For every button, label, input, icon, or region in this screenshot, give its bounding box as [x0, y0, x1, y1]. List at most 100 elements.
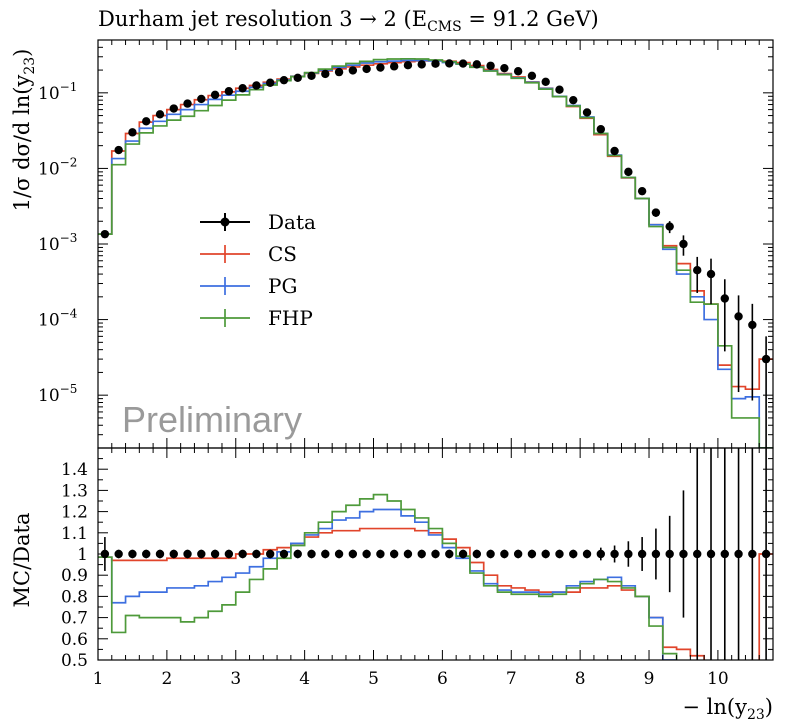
- x-tick-label: 10: [707, 669, 729, 689]
- data-point: [238, 84, 247, 93]
- data-point: [224, 87, 234, 96]
- upper-y-axis: 10−510−410−310−210−1: [38, 39, 773, 449]
- data-point: [679, 239, 688, 249]
- data-point: [197, 94, 206, 104]
- upper-y-axis-label-sub: 23: [22, 57, 38, 75]
- x-tick-label: 9: [644, 669, 655, 689]
- ratio-point: [582, 549, 592, 559]
- x-axis-label-sub: 23: [747, 707, 765, 722]
- y-tick-label-exp: −2: [60, 155, 78, 169]
- data-point: [693, 266, 702, 275]
- ratio-point: [527, 549, 537, 559]
- upper-y-axis-label-tail: ): [10, 49, 34, 57]
- watermark: Preliminary: [122, 399, 302, 440]
- ratio-point: [706, 549, 716, 559]
- data-point: [596, 125, 606, 134]
- data-point: [569, 95, 578, 105]
- chart-title-sub: CMS: [427, 19, 462, 35]
- ratio-point: [541, 549, 550, 559]
- lower-y-axis-label: MC/Data: [10, 513, 34, 608]
- ratio-point: [362, 549, 371, 559]
- y-tick-label-exp: −4: [60, 307, 78, 321]
- x-tick-label: 3: [230, 669, 241, 689]
- ratio-point: [224, 549, 234, 559]
- x-tick-label: 4: [299, 669, 310, 689]
- ratio-point: [513, 549, 523, 559]
- data-point: [610, 146, 619, 156]
- y-tick-label: 10−3: [38, 231, 77, 255]
- data-point: [169, 104, 178, 113]
- ratio-point: [720, 549, 729, 559]
- ratio-point: [665, 549, 674, 559]
- ratio-point: [610, 549, 619, 559]
- ratio-point: [679, 549, 688, 559]
- data-point: [541, 77, 550, 86]
- y-tick-label: 10−4: [38, 307, 78, 331]
- data-point: [142, 117, 151, 126]
- y-tick-label: 10−1: [38, 80, 77, 104]
- y-tick-label-exp: −3: [60, 231, 78, 245]
- ratio-point: [307, 549, 316, 559]
- data-point: [582, 108, 592, 117]
- ratio-point: [431, 549, 440, 559]
- x-tick-label: 1: [93, 669, 104, 689]
- data-point: [279, 75, 289, 85]
- data-point: [651, 208, 661, 217]
- lower-pg-line: [98, 508, 678, 660]
- ratio-point: [210, 549, 220, 559]
- ratio-tick-label: 0.6: [61, 630, 88, 650]
- data-point: [362, 64, 371, 74]
- y-tick-label-exp: −5: [60, 382, 78, 396]
- ratio-tick-label: 1: [77, 545, 88, 565]
- chart-title-main: Durham jet resolution 3 → 2 (E: [98, 7, 427, 31]
- ratio-point: [252, 549, 261, 559]
- ratio-point: [486, 549, 495, 559]
- upper-fhp-line: [98, 57, 773, 448]
- ratio-point: [389, 549, 399, 559]
- ratio-point: [555, 549, 564, 559]
- data-point: [734, 312, 743, 321]
- ratio-point: [293, 549, 302, 559]
- upper-y-axis-label: 1/σ dσ/d ln(y23): [10, 49, 38, 212]
- ratio-point: [142, 549, 151, 559]
- ratio-point: [403, 549, 413, 559]
- data-point: [334, 67, 344, 77]
- legend-cs-label: CS: [268, 242, 297, 266]
- x-tick-label: 6: [437, 669, 448, 689]
- lower-y-axis: 0.50.60.70.80.911.11.21.31.4: [61, 447, 773, 671]
- x-tick-label: 8: [575, 669, 586, 689]
- upper-y-axis-label-main: 1/σ dσ/d ln(y: [10, 75, 34, 212]
- data-point: [376, 63, 385, 72]
- legend-pg-label: PG: [268, 274, 297, 298]
- data-point: [748, 320, 757, 330]
- data-point: [472, 60, 482, 69]
- x-tick-label: 5: [368, 669, 379, 689]
- data-point: [389, 62, 399, 71]
- ratio-tick-label: 1.4: [61, 460, 88, 480]
- chart-title-tail: = 91.2 GeV): [462, 7, 599, 31]
- ratio-tick-label: 1.1: [61, 524, 88, 544]
- ratio-point: [238, 549, 247, 559]
- ratio-tick-label: 1.3: [61, 481, 88, 501]
- data-point: [527, 71, 537, 81]
- legend: Data CS PG FHP: [200, 210, 316, 330]
- data-point: [624, 167, 633, 177]
- ratio-point: [265, 549, 275, 559]
- ratio-point: [651, 549, 661, 559]
- data-point: [555, 85, 564, 94]
- ratio-point: [472, 549, 482, 559]
- ratio-point: [128, 549, 137, 559]
- data-point: [665, 222, 674, 231]
- y-tick-label-base: 10: [38, 159, 60, 179]
- ratio-point: [748, 549, 757, 559]
- ratio-tick-label: 0.8: [61, 587, 88, 607]
- data-point: [183, 99, 192, 108]
- data-point: [513, 67, 523, 76]
- data-point: [128, 128, 137, 137]
- legend-data-label: Data: [268, 210, 316, 234]
- ratio-tick-label: 1.2: [61, 503, 88, 523]
- data-point: [100, 229, 110, 239]
- x-tick-label: 7: [506, 669, 517, 689]
- data-point: [403, 61, 413, 70]
